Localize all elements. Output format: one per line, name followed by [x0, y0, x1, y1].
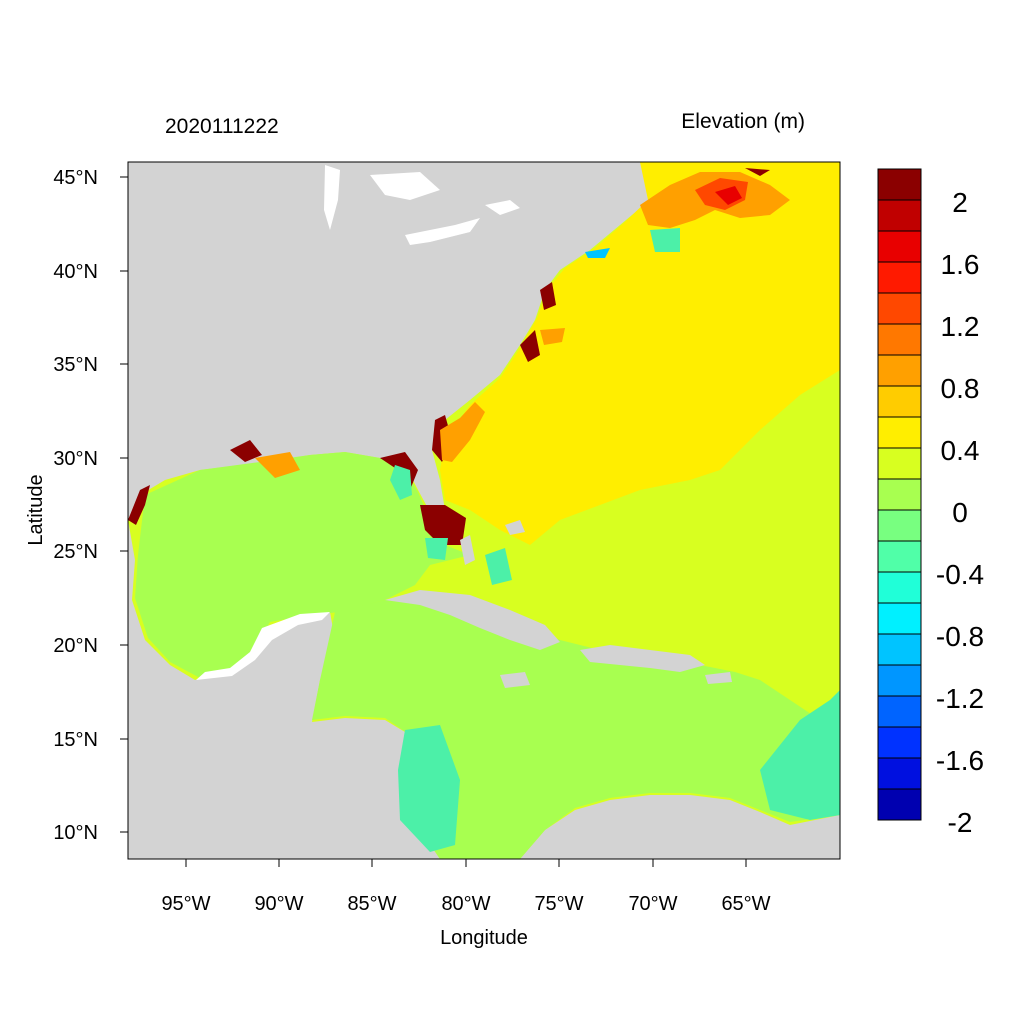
- x-tick-label: 85°W: [347, 893, 396, 915]
- colorbar-label: 0.8: [941, 373, 980, 404]
- y-axis: [120, 176, 128, 833]
- colorbar-swatch: [877, 292, 922, 325]
- x-tick-label: 75°W: [534, 893, 583, 915]
- colorbar-swatch: [877, 602, 922, 635]
- colorbar-swatch: [877, 540, 922, 573]
- great-lakes: [324, 165, 520, 245]
- x-axis-label: Longitude: [440, 927, 528, 949]
- colorbar-swatch: [877, 633, 922, 666]
- surge-negative-patch: [585, 248, 610, 258]
- colorbar-swatch: [877, 385, 922, 418]
- colorbar-swatch: [877, 230, 922, 263]
- y-tick-label: 20°N: [53, 635, 98, 657]
- x-tick-label: 95°W: [161, 893, 210, 915]
- x-tick-label: 80°W: [441, 893, 490, 915]
- land-mexico: [128, 520, 440, 859]
- x-tick-label: 70°W: [628, 893, 677, 915]
- map-panel: [127, 161, 841, 860]
- caribbean-islands: [385, 520, 732, 688]
- surge-peak-regions: [715, 186, 742, 205]
- colorbar-swatch: [877, 664, 922, 697]
- colorbar-swatch: [877, 726, 922, 759]
- colorbar-swatch: [877, 788, 922, 821]
- colorbar-label: -1.2: [936, 683, 984, 714]
- surge-low-regions: [390, 228, 840, 852]
- colorbar-swatch: [877, 509, 922, 542]
- y-tick-label: 10°N: [53, 822, 98, 844]
- colorbar-label: -2: [948, 807, 973, 838]
- colorbar-label: 2: [952, 187, 968, 218]
- date-title: 2020111222: [165, 115, 279, 138]
- map-frame: [127, 161, 841, 860]
- colorbar: [877, 168, 922, 821]
- x-axis: [185, 859, 747, 867]
- colorbar-swatch: [877, 478, 922, 511]
- yucatan-shelf: [196, 612, 330, 680]
- colorbar-label: 1.6: [941, 249, 980, 280]
- colorbar-swatch: [877, 416, 922, 449]
- colorbar-swatch: [877, 168, 922, 201]
- colorbar-label: 0: [952, 497, 968, 528]
- y-axis-label: Latitude: [25, 474, 47, 545]
- atlantic-inner-field: [440, 162, 840, 545]
- y-tick-label: 25°N: [53, 541, 98, 563]
- x-tick-label: 90°W: [254, 893, 303, 915]
- colorbar-label: 0.4: [941, 435, 980, 466]
- colorbar-label: -1.6: [936, 745, 984, 776]
- colorbar-swatch: [877, 323, 922, 356]
- y-tick-label: 30°N: [53, 448, 98, 470]
- colorbar-swatch: [877, 695, 922, 728]
- variable-title: Elevation (m): [681, 110, 805, 133]
- colorbar-swatch: [877, 354, 922, 387]
- colorbar-swatch: [877, 199, 922, 232]
- colorbar-label: -0.8: [936, 621, 984, 652]
- colorbar-swatch: [877, 261, 922, 294]
- y-tick-label: 35°N: [53, 354, 98, 376]
- colorbar-swatch: [877, 447, 922, 480]
- land-north-america: [128, 162, 650, 520]
- gulf-caribbean-field: [135, 452, 470, 678]
- colorbar-label: -0.4: [936, 559, 984, 590]
- y-tick-labels: 45°N 40°N 35°N 30°N 25°N 20°N 15°N 10°N: [53, 167, 98, 844]
- y-tick-label: 40°N: [53, 261, 98, 283]
- y-tick-label: 15°N: [53, 729, 98, 751]
- land-south-america: [520, 795, 840, 859]
- x-tick-label: 65°W: [721, 893, 770, 915]
- colorbar-swatch: [877, 757, 922, 790]
- colorbar-labels: 2 1.6 1.2 0.8 0.4 0 -0.4 -0.8 -1.2 -1.6 …: [936, 187, 984, 838]
- colorbar-swatch: [877, 571, 922, 604]
- colorbar-label: 1.2: [941, 311, 980, 342]
- y-tick-label: 45°N: [53, 167, 98, 189]
- x-tick-labels: 95°W 90°W 85°W 80°W 75°W 70°W 65°W: [161, 893, 770, 915]
